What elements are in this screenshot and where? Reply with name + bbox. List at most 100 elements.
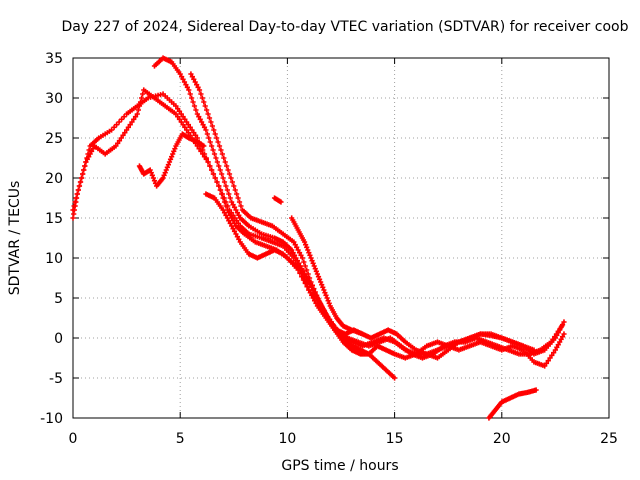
data-point <box>547 355 553 361</box>
data-point <box>180 76 186 82</box>
data-point <box>219 151 225 157</box>
data-point <box>299 270 305 276</box>
data-point <box>81 167 87 173</box>
data-point <box>292 242 298 248</box>
data-point <box>552 334 558 340</box>
data-point <box>71 203 77 209</box>
data-point <box>234 218 240 224</box>
data-point <box>76 183 83 189</box>
series-track-4 <box>188 71 537 361</box>
x-tick-label: 10 <box>278 431 296 447</box>
data-point <box>178 111 184 117</box>
data-point <box>307 290 313 296</box>
data-point <box>233 231 239 237</box>
data-point <box>177 71 183 77</box>
x-tick-label: 5 <box>176 431 185 447</box>
data-point <box>116 138 123 144</box>
data-point <box>301 239 308 245</box>
data-point <box>228 210 234 216</box>
data-point <box>223 183 229 189</box>
data-point <box>176 108 183 114</box>
data-point <box>169 154 175 160</box>
data-point <box>74 191 80 197</box>
data-point <box>166 159 173 165</box>
data-point <box>226 207 233 213</box>
data-point <box>147 167 153 173</box>
data-point <box>210 147 216 153</box>
data-point <box>231 204 238 210</box>
data-point <box>73 195 79 201</box>
data-point <box>201 154 208 160</box>
data-point <box>315 296 321 302</box>
data-point <box>230 226 236 232</box>
data-point <box>197 116 203 122</box>
data-point <box>136 103 143 109</box>
data-point <box>219 171 225 177</box>
data-point <box>193 107 199 113</box>
data-point <box>297 267 303 273</box>
data-point <box>226 191 232 197</box>
data-point <box>180 122 186 128</box>
data-point <box>550 336 556 342</box>
y-tick-label: -5 <box>49 371 63 387</box>
data-point <box>199 95 205 101</box>
data-point <box>118 135 124 141</box>
data-point <box>200 122 206 128</box>
data-point <box>310 295 316 301</box>
data-point <box>322 290 328 296</box>
data-point <box>209 167 215 173</box>
data-point <box>222 159 228 165</box>
data-point <box>192 79 198 85</box>
data-point <box>179 74 185 80</box>
data-point <box>302 263 308 269</box>
data-point <box>214 159 220 165</box>
y-tick-label: -10 <box>40 411 63 427</box>
data-point <box>176 116 183 122</box>
data-point <box>392 375 398 381</box>
y-axis: -10 -5 0 5 10 15 20 25 30 35 <box>40 51 609 427</box>
data-point <box>311 298 318 304</box>
data-point <box>226 171 233 177</box>
data-point <box>80 171 86 177</box>
data-point <box>305 271 311 277</box>
data-point <box>90 146 96 152</box>
data-point <box>223 199 229 205</box>
data-point <box>83 159 89 165</box>
data-point <box>194 82 200 88</box>
data-point <box>187 124 193 130</box>
data-point <box>294 258 301 264</box>
data-point <box>312 266 318 272</box>
data-point <box>196 114 202 120</box>
data-point <box>214 179 220 185</box>
data-point <box>313 268 319 274</box>
data-point <box>77 179 84 185</box>
data-point <box>291 239 297 245</box>
data-point <box>301 259 307 265</box>
data-point <box>229 179 235 185</box>
data-point <box>291 252 298 258</box>
series-track-9 <box>486 387 539 421</box>
data-point <box>129 119 135 125</box>
data-point <box>229 223 235 229</box>
data-point <box>207 139 213 145</box>
data-point <box>214 135 220 141</box>
data-point <box>313 300 319 306</box>
y-tick-label: 20 <box>45 171 63 187</box>
series-track-7 <box>271 195 284 205</box>
data-point <box>234 191 240 197</box>
y-axis-label: SDTVAR / TECUs <box>7 181 23 296</box>
y-tick-label: 15 <box>45 211 63 227</box>
data-point <box>209 123 215 129</box>
data-point <box>215 139 221 145</box>
data-point <box>301 277 308 283</box>
data-point <box>228 175 234 181</box>
data-point <box>278 199 284 205</box>
data-point <box>224 187 230 193</box>
data-point <box>205 111 211 117</box>
data-point <box>120 132 126 138</box>
data-point <box>186 87 192 93</box>
data-point <box>326 300 332 306</box>
data-point <box>171 148 177 154</box>
data-point <box>223 212 229 218</box>
